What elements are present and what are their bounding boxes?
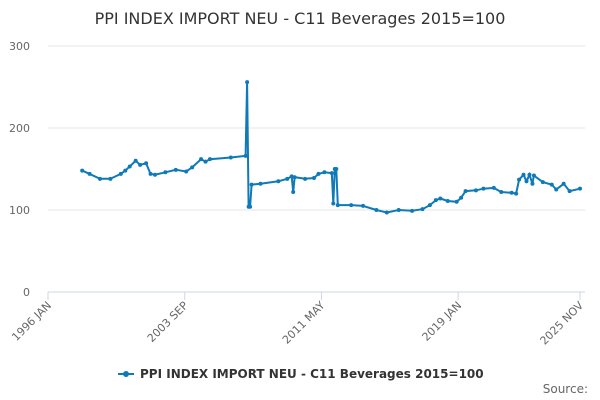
marker	[433, 198, 438, 203]
marker	[203, 159, 208, 164]
marker	[509, 190, 514, 195]
marker	[527, 172, 532, 177]
marker	[303, 176, 308, 181]
marker	[554, 187, 559, 192]
marker	[312, 176, 316, 181]
marker	[499, 189, 504, 194]
marker	[243, 153, 248, 158]
marker	[454, 199, 459, 204]
marker	[374, 208, 379, 212]
x-tick-label: 1996 JAN	[9, 299, 54, 344]
marker	[144, 161, 149, 166]
marker	[410, 208, 415, 213]
marker	[138, 162, 143, 167]
x-tick-label: 2025 NOV	[538, 299, 587, 348]
x-tick-label: 2003 SEP	[145, 299, 191, 345]
marker	[473, 188, 478, 193]
y-tick-label: 200	[9, 122, 30, 135]
marker	[316, 171, 321, 176]
marker	[459, 195, 464, 200]
legend-label: PPI INDEX IMPORT NEU - C11 Beverages 201…	[140, 367, 484, 381]
marker	[127, 164, 132, 169]
marker	[578, 186, 582, 191]
marker	[163, 170, 168, 175]
marker	[524, 179, 529, 184]
y-tick-label: 300	[9, 40, 30, 53]
source: Source:	[543, 382, 588, 396]
marker	[491, 185, 496, 190]
marker	[334, 167, 339, 171]
marker	[531, 173, 536, 178]
marker	[249, 182, 254, 187]
marker	[199, 157, 204, 162]
marker	[331, 201, 336, 206]
marker	[420, 207, 425, 212]
marker	[549, 182, 554, 187]
marker	[329, 171, 334, 176]
marker	[123, 168, 128, 173]
marker	[248, 204, 253, 209]
marker	[291, 189, 296, 194]
marker	[530, 181, 535, 186]
marker	[148, 171, 153, 176]
chart-title: PPI INDEX IMPORT NEU - C11 Beverages 201…	[95, 9, 506, 28]
x-tick-label: 2011 MAY	[280, 299, 328, 347]
marker	[207, 157, 212, 162]
marker	[463, 189, 468, 194]
marker	[245, 80, 250, 85]
marker	[396, 208, 401, 212]
marker	[133, 158, 138, 163]
marker	[561, 181, 566, 186]
marker	[152, 172, 157, 177]
marker	[438, 196, 443, 201]
y-tick-label: 100	[9, 204, 30, 217]
line	[81, 82, 581, 214]
marker	[567, 189, 572, 194]
marker	[80, 168, 85, 173]
marker	[540, 180, 545, 185]
marker	[349, 203, 354, 208]
marker	[445, 198, 450, 203]
marker	[361, 203, 366, 208]
marker	[258, 181, 263, 186]
marker	[87, 171, 92, 176]
legend-marker	[123, 371, 129, 377]
x-tick-label: 2019 JAN	[420, 299, 465, 344]
marker	[285, 176, 290, 181]
marker	[276, 179, 281, 184]
marker	[190, 165, 195, 170]
marker	[427, 203, 432, 208]
marker	[481, 186, 486, 191]
marker	[322, 170, 327, 175]
marker	[517, 177, 522, 182]
marker	[118, 171, 123, 176]
marker	[514, 191, 519, 196]
marker	[292, 175, 297, 180]
marker	[173, 167, 178, 172]
marker	[108, 176, 113, 181]
marker	[384, 210, 389, 215]
y-tick-label: 0	[23, 286, 30, 299]
marker	[335, 203, 340, 208]
marker	[228, 155, 233, 160]
marker	[98, 176, 103, 181]
marker	[521, 172, 526, 177]
marker	[184, 169, 189, 174]
